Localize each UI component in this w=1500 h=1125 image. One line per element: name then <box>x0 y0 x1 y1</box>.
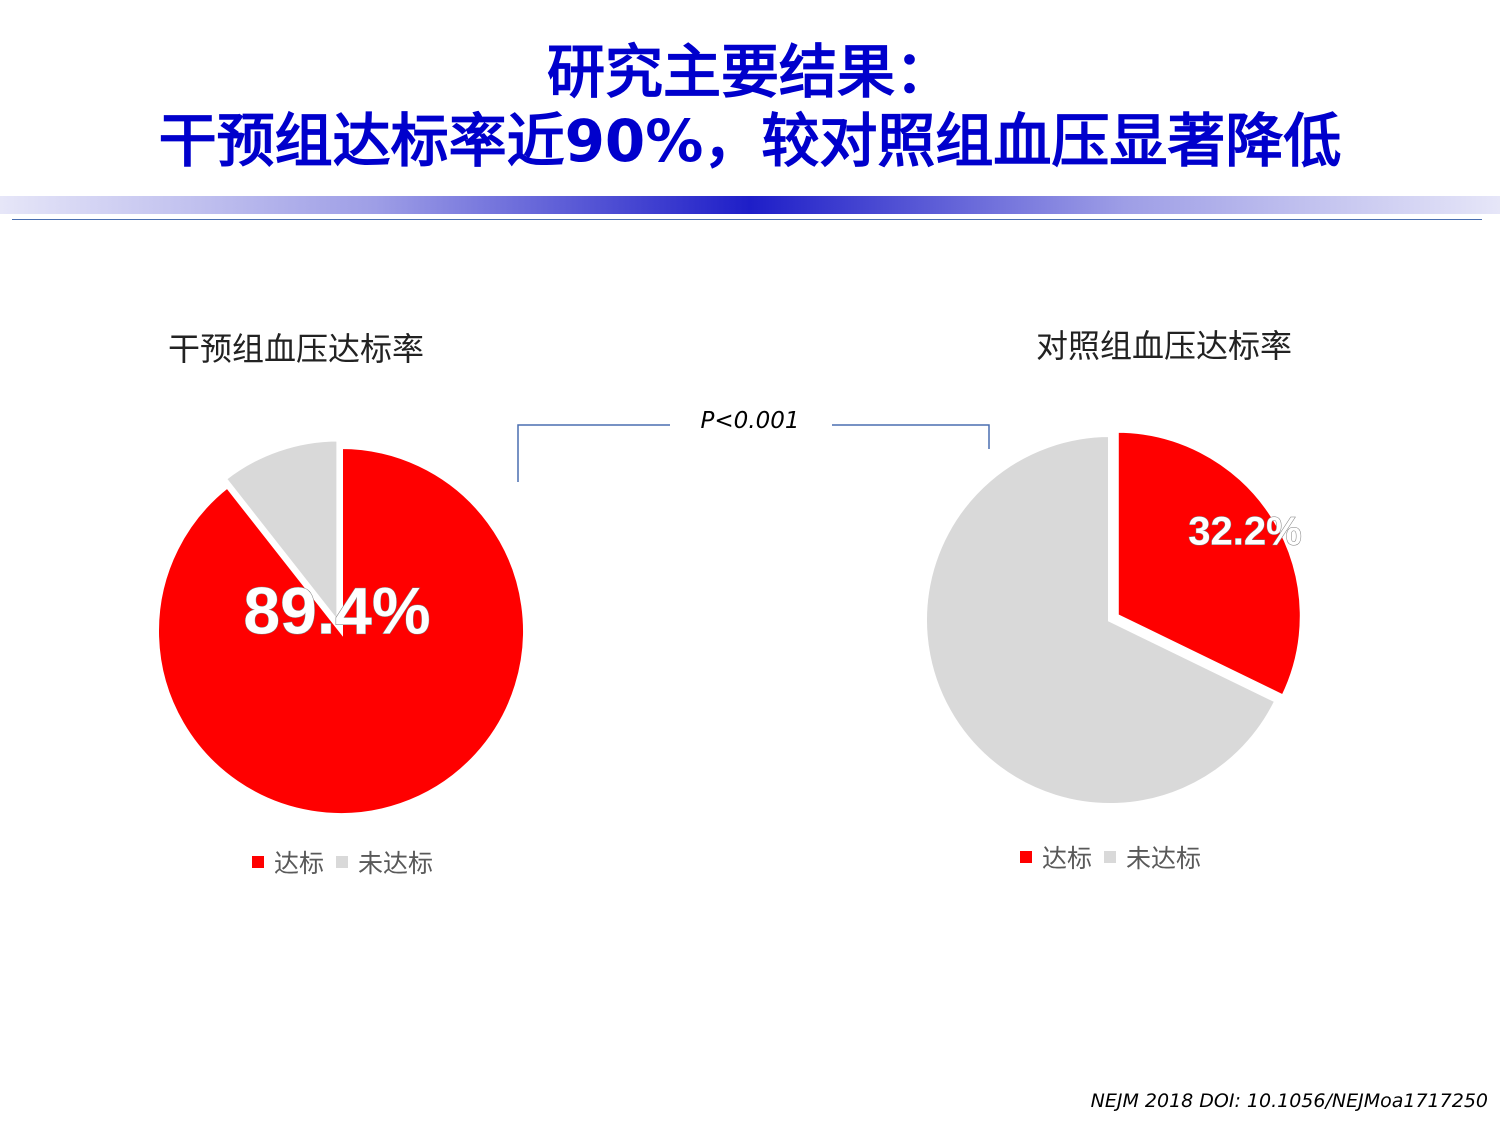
left-pie-chart: 89.4% <box>155 437 527 817</box>
legend-swatch-not-achieved <box>1104 851 1117 863</box>
legend-item-achieved: 达标 <box>1020 839 1092 875</box>
legend-label-achieved: 达标 <box>1042 844 1093 873</box>
p-value-label: P<0.001 <box>700 408 800 434</box>
legend-label-not-achieved: 未达标 <box>358 849 434 878</box>
legend-label-achieved: 达标 <box>274 849 325 878</box>
header-divider <box>12 219 1482 220</box>
left-chart-title: 干预组血压达标率 <box>168 330 425 368</box>
right-chart-title: 对照组血压达标率 <box>1036 327 1293 365</box>
legend-item-not-achieved: 未达标 <box>1104 839 1201 875</box>
p-value-bracket-left <box>517 424 670 482</box>
legend-label-not-achieved: 未达标 <box>1126 844 1202 873</box>
pie-slice-achieved <box>1114 428 1304 700</box>
legend-swatch-achieved <box>252 856 264 868</box>
legend-swatch-achieved <box>1020 851 1032 863</box>
legend-swatch-not-achieved <box>336 856 349 868</box>
left-legend: 达标 未达标 <box>252 844 445 880</box>
p-value-bracket-right <box>832 424 990 449</box>
legend-item-achieved: 达标 <box>252 844 324 880</box>
page-title-line2: 干预组达标率近90%，较对照组血压显著降低 <box>158 107 1342 175</box>
right-pie-chart: 32.2% <box>923 428 1304 807</box>
header-gradient-band <box>0 196 1500 214</box>
legend-item-not-achieved: 未达标 <box>336 844 433 880</box>
pie-slice-achieved <box>155 444 527 817</box>
pie-data-label: 89.4% <box>243 573 430 647</box>
pie-data-label: 32.2% <box>1188 510 1301 554</box>
pie-slice-not-achieved <box>221 437 341 630</box>
pie-slice-not-achieved <box>923 432 1280 807</box>
right-legend: 达标 未达标 <box>1020 839 1213 875</box>
source-citation: NEJM 2018 DOI: 10.1056/NEJMoa1717250 <box>1090 1090 1488 1112</box>
page-title-line1: 研究主要结果： <box>546 38 953 106</box>
